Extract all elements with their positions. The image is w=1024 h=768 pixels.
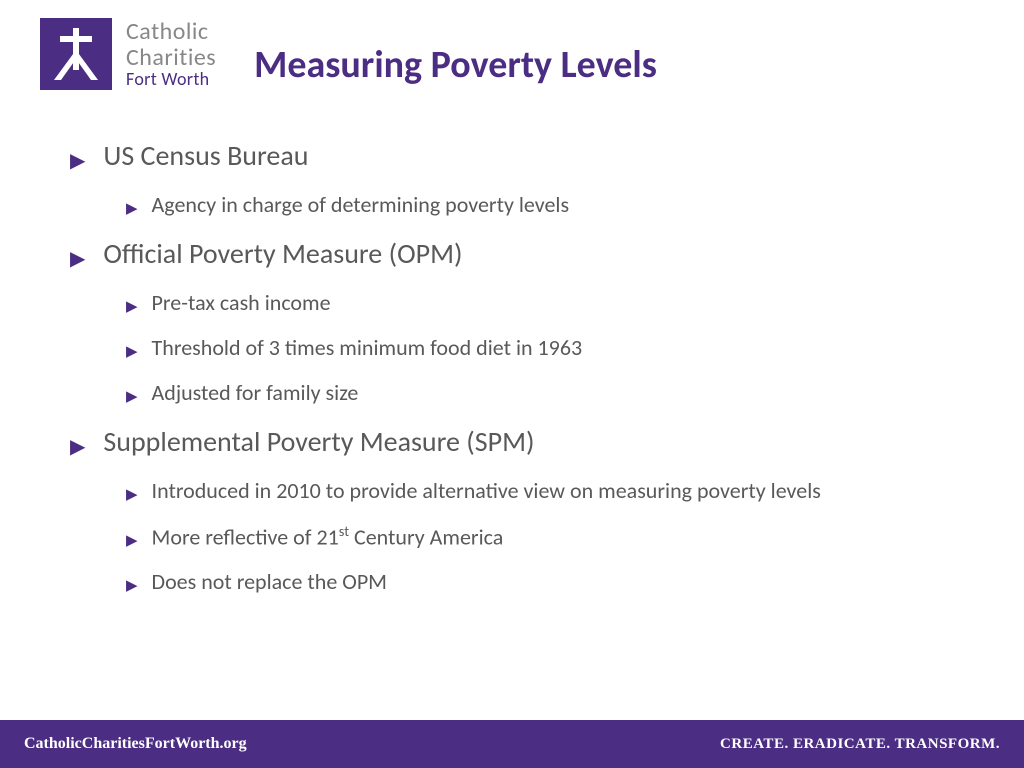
org-name-line1: Catholic: [126, 19, 216, 44]
slide-footer: CatholicCharitiesFortWorth.org CREATE. E…: [0, 720, 1024, 768]
triangle-bullet-icon: ▶: [70, 246, 85, 271]
bullet-level2: ▶ Introduced in 2010 to provide alternat…: [126, 477, 964, 504]
org-name: Catholic Charities Fort Worth: [126, 19, 216, 88]
slide-title: Measuring Poverty Levels: [254, 42, 657, 88]
triangle-bullet-icon: ▶: [126, 297, 138, 316]
triangle-bullet-icon: ▶: [126, 576, 138, 595]
bullet-text: Adjusted for family size: [152, 379, 359, 406]
bullet-level2: ▶ Adjusted for family size: [126, 379, 964, 406]
bullet-text: Agency in charge of determining poverty …: [152, 191, 570, 218]
org-logo: [40, 18, 112, 90]
triangle-bullet-icon: ▶: [126, 387, 138, 406]
bullet-level2: ▶ Pre-tax cash income: [126, 289, 964, 316]
slide-body: ▶ US Census Bureau ▶ Agency in charge of…: [0, 90, 1024, 595]
org-name-line2: Charities: [126, 45, 216, 70]
bullet-level1: ▶ Supplemental Poverty Measure (SPM): [70, 424, 964, 459]
bullet-level2: ▶ More reflective of 21st Century Americ…: [126, 522, 964, 550]
slide-header: Catholic Charities Fort Worth Measuring …: [0, 0, 1024, 90]
bullet-text: More reflective of 21st Century America: [152, 522, 504, 550]
triangle-bullet-icon: ▶: [126, 342, 138, 361]
bullet-text: Pre-tax cash income: [152, 289, 331, 316]
cross-arch-icon: [46, 24, 106, 84]
triangle-bullet-icon: ▶: [126, 199, 138, 218]
bullet-text: Supplemental Poverty Measure (SPM): [103, 424, 534, 459]
bullet-text: Introduced in 2010 to provide alternativ…: [152, 477, 821, 504]
bullet-text: Threshold of 3 times minimum food diet i…: [152, 334, 583, 361]
bullet-level2: ▶ Agency in charge of determining povert…: [126, 191, 964, 218]
triangle-bullet-icon: ▶: [70, 148, 85, 173]
footer-url: CatholicCharitiesFortWorth.org: [24, 735, 247, 753]
triangle-bullet-icon: ▶: [126, 485, 138, 504]
bullet-text: Official Poverty Measure (OPM): [103, 236, 462, 271]
bullet-level1: ▶ Official Poverty Measure (OPM): [70, 236, 964, 271]
footer-tagline: CREATE. ERADICATE. TRANSFORM.: [720, 736, 1000, 753]
triangle-bullet-icon: ▶: [70, 434, 85, 459]
bullet-level2: ▶ Does not replace the OPM: [126, 568, 964, 595]
bullet-text: Does not replace the OPM: [152, 568, 387, 595]
triangle-bullet-icon: ▶: [126, 531, 138, 550]
bullet-level2: ▶ Threshold of 3 times minimum food diet…: [126, 334, 964, 361]
org-name-line3: Fort Worth: [126, 70, 216, 89]
bullet-text: US Census Bureau: [103, 138, 308, 173]
bullet-level1: ▶ US Census Bureau: [70, 138, 964, 173]
